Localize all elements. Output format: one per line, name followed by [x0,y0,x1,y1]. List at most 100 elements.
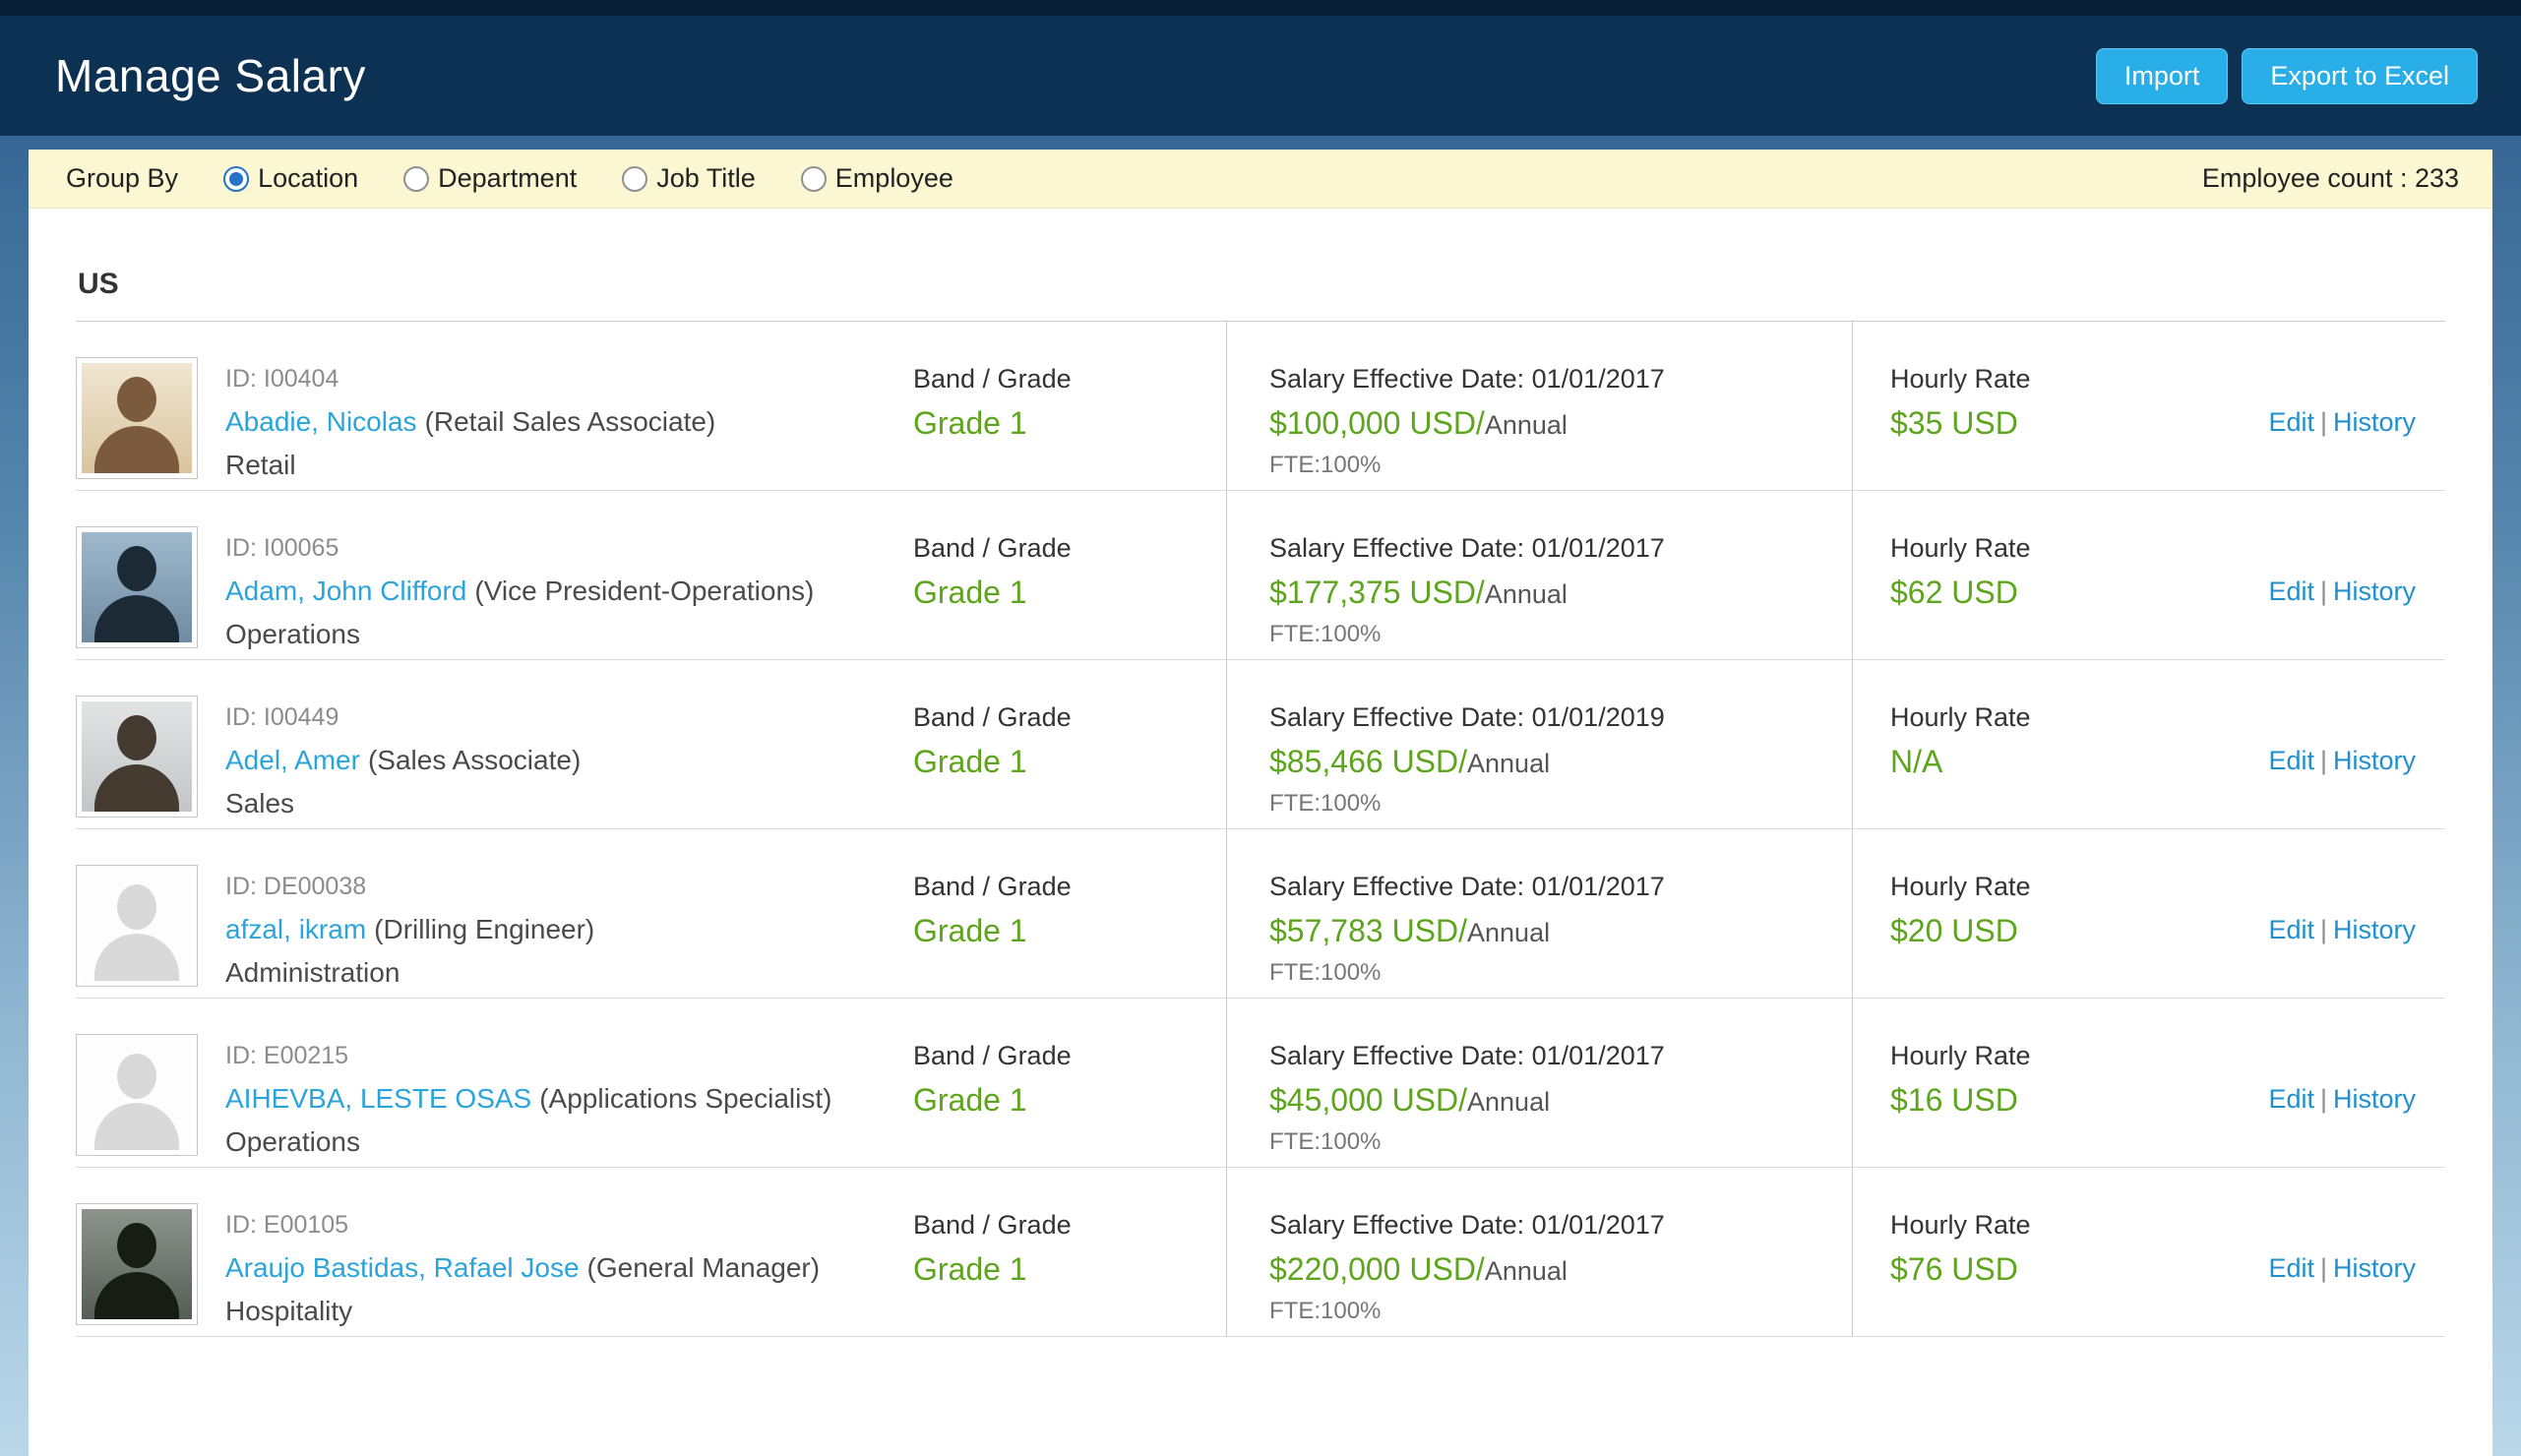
hourly-rate-value: $20 USD [1890,913,2018,948]
employee-name-link[interactable]: Araujo Bastidas, Rafael Jose [225,1252,580,1283]
grade-value: Grade 1 [913,1082,1027,1118]
edit-link[interactable]: Edit [2268,576,2314,606]
history-link[interactable]: History [2332,746,2416,775]
action-separator: | [2319,1253,2327,1283]
employee-row: ID: E00215 AIHEVBA, LESTE OSAS (Applicati… [76,999,2445,1168]
person-photo-icon [82,1209,192,1319]
radio-option-department[interactable]: Department [403,163,577,194]
export-to-excel-button[interactable]: Export to Excel [2242,47,2478,104]
grade-value: Grade 1 [913,744,1027,779]
action-separator: | [2319,915,2327,944]
grade-value: Grade 1 [913,575,1027,610]
import-button[interactable]: Import [2095,47,2229,104]
salary-effective-date: Salary Effective Date: 01/01/2019 [1269,702,1665,732]
employee-department: Hospitality [225,1296,353,1326]
fte-value: FTE:100% [1269,1128,1382,1155]
person-silhouette-icon [82,1040,192,1150]
employee-name-link[interactable]: afzal, ikram [225,914,367,944]
radio-icon-job-title [622,165,648,192]
fte-value: FTE:100% [1269,452,1382,478]
grade-value: Grade 1 [913,1251,1027,1287]
band-grade-cell: Band / Grade Grade 1 [913,660,1226,828]
employee-photo-placeholder [76,865,198,987]
band-grade-label: Band / Grade [913,872,1072,901]
hourly-rate-label: Hourly Rate [1890,1210,2031,1240]
salary-value: $45,000 USD/ [1269,1082,1468,1118]
fte-value: FTE:100% [1269,1298,1382,1324]
photo-cell [76,357,198,490]
radio-option-employee[interactable]: Employee [800,163,953,194]
hourly-rate-label: Hourly Rate [1890,364,2031,394]
radio-icon-employee [800,165,827,192]
salary-effective-date: Salary Effective Date: 01/01/2017 [1269,1210,1665,1240]
salary-cell: Salary Effective Date: 01/01/2019 $85,46… [1226,660,1852,828]
hourly-rate-label: Hourly Rate [1890,533,2031,563]
hourly-rate-value: $62 USD [1890,575,2018,610]
salary-effective-date: Salary Effective Date: 01/01/2017 [1269,872,1665,901]
employee-name-link[interactable]: AIHEVBA, LESTE OSAS [225,1083,532,1114]
hourly-rate-label: Hourly Rate [1890,702,2031,732]
employee-id: ID: I00449 [225,703,339,731]
row-actions: Edit | History [2189,660,2445,828]
history-link[interactable]: History [2332,576,2416,606]
salary-period: Annual [1467,749,1551,778]
employee-id: ID: E00105 [225,1211,349,1239]
band-grade-label: Band / Grade [913,1041,1072,1070]
edit-link[interactable]: Edit [2268,407,2314,437]
employee-photo [76,357,198,479]
hourly-rate-value: N/A [1890,744,1943,779]
divider [76,321,2445,322]
history-link[interactable]: History [2332,915,2416,944]
grade-value: Grade 1 [913,405,1027,441]
person-photo-icon [82,363,192,473]
band-grade-label: Band / Grade [913,364,1072,394]
salary-cell: Salary Effective Date: 01/01/2017 $220,0… [1226,1168,1852,1336]
header-actions: Import Export to Excel [2095,47,2478,104]
salary-period: Annual [1467,918,1551,947]
hourly-rate-value: $16 USD [1890,1082,2018,1118]
app-header: Manage Salary Import Export to Excel [0,16,2521,136]
group-by-label: Group By [66,163,179,193]
edit-link[interactable]: Edit [2268,915,2314,944]
history-link[interactable]: History [2332,1084,2416,1114]
employee-id: ID: I00404 [225,365,339,393]
history-link[interactable]: History [2332,407,2416,437]
fte-value: FTE:100% [1269,959,1382,986]
group-header-us: US [78,268,119,300]
radio-option-location[interactable]: Location [223,163,358,194]
photo-cell [76,865,198,998]
employee-row: ID: I00404 Abadie, Nicolas (Retail Sales … [76,322,2445,491]
salary-effective-date: Salary Effective Date: 01/01/2017 [1269,533,1665,563]
history-link[interactable]: History [2332,1253,2416,1283]
hourly-rate-cell: Hourly Rate N/A [1852,660,2189,828]
photo-cell [76,526,198,659]
employee-job-title: (General Manager) [586,1252,821,1283]
hourly-rate-label: Hourly Rate [1890,1041,2031,1070]
radio-option-job-title[interactable]: Job Title [622,163,756,194]
edit-link[interactable]: Edit [2268,1084,2314,1114]
hourly-rate-cell: Hourly Rate $20 USD [1852,829,2189,998]
salary-period: Annual [1484,1256,1568,1286]
band-grade-cell: Band / Grade Grade 1 [913,829,1226,998]
edit-link[interactable]: Edit [2268,1253,2314,1283]
employee-list: US ID: I00404 Abadie, Nicolas (Retail Sal… [29,268,2492,1337]
employee-name-link[interactable]: Abadie, Nicolas [225,406,417,437]
employee-info: ID: I00449 Adel, Amer (Sales Associate) S… [225,660,913,828]
band-grade-cell: Band / Grade Grade 1 [913,1168,1226,1336]
edit-link[interactable]: Edit [2268,746,2314,775]
grade-value: Grade 1 [913,913,1027,948]
hourly-rate-cell: Hourly Rate $76 USD [1852,1168,2189,1336]
row-actions: Edit | History [2189,999,2445,1167]
salary-cell: Salary Effective Date: 01/01/2017 $177,3… [1226,491,1852,659]
salary-value: $57,783 USD/ [1269,913,1468,948]
top-bar [0,0,2521,16]
action-separator: | [2319,746,2327,775]
salary-effective-date: Salary Effective Date: 01/01/2017 [1269,364,1665,394]
photo-cell [76,1203,198,1336]
person-photo-icon [82,532,192,642]
radio-label: Department [438,163,578,193]
salary-period: Annual [1467,1087,1551,1117]
employee-name-link[interactable]: Adam, John Clifford [225,576,467,606]
employee-job-title: (Applications Specialist) [539,1083,832,1114]
employee-name-link[interactable]: Adel, Amer [225,745,360,775]
